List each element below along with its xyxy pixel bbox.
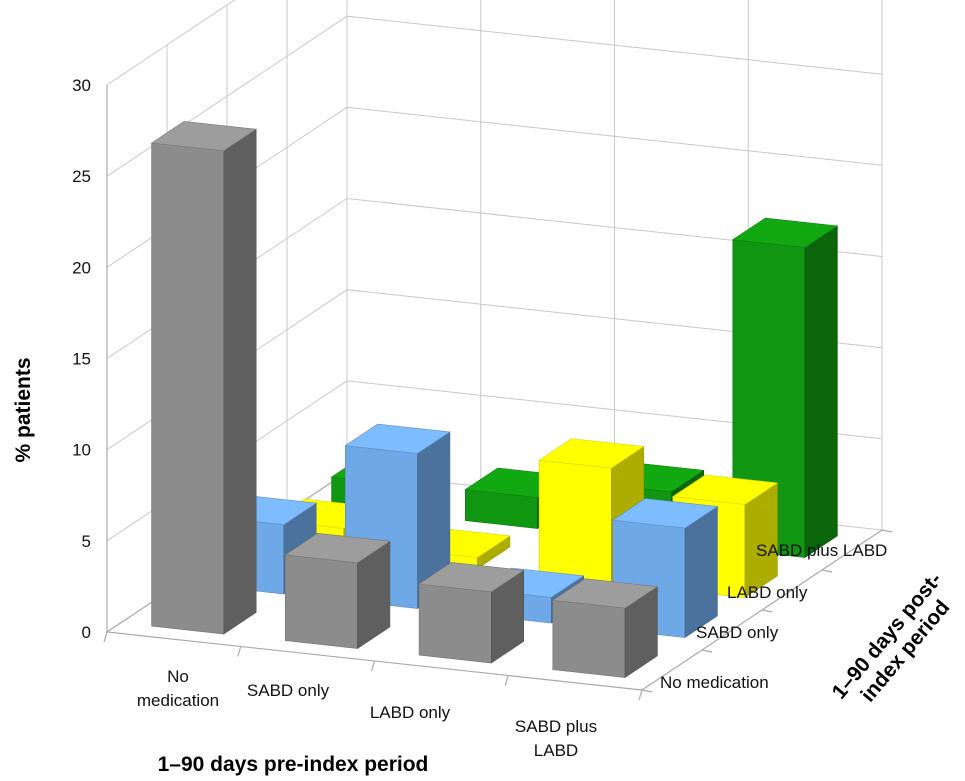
bar-front: [418, 583, 492, 664]
y-tick-label: 0: [82, 623, 91, 642]
depth-axis-title: 1–90 days post-index period: [828, 568, 965, 719]
bar-top: [344, 423, 451, 454]
bar-top: [671, 474, 779, 505]
bar: [284, 532, 391, 650]
bars: [150, 121, 839, 679]
bar-front: [538, 459, 612, 584]
bar-front: [284, 554, 358, 649]
y-tick-labels: 0 5 10 15 20 25 30: [72, 76, 91, 642]
y-tick-label: 20: [72, 258, 91, 277]
bar: [551, 578, 659, 679]
x-category-label: SABD plus LABD: [515, 717, 597, 760]
bar: [150, 121, 258, 635]
x-tick: [638, 689, 643, 701]
z-tick: [821, 569, 833, 573]
depth-category-label: LABD only: [727, 583, 808, 602]
x-tick: [237, 646, 242, 657]
x-category-label: No medication: [137, 667, 219, 710]
depth-category-label: SABD plus LABD: [756, 541, 887, 560]
bar: [418, 562, 525, 664]
x-tick: [504, 675, 509, 686]
bar-top: [731, 217, 839, 248]
x-axis-title: 1–90 days pre-index period: [158, 753, 429, 776]
x-tick: [370, 660, 376, 672]
bar: [731, 217, 839, 559]
bar-side: [684, 505, 718, 639]
z-tick: [641, 689, 653, 693]
bar-top: [284, 532, 391, 564]
z-tick: [881, 529, 893, 533]
bar-front: [151, 142, 225, 635]
x-category-label: SABD only: [247, 681, 330, 700]
depth-category-labels: No medication SABD only LABD only SABD plus…: [660, 541, 887, 692]
z-tick: [701, 649, 713, 653]
bar-side: [804, 225, 838, 559]
bar-top: [611, 498, 719, 529]
bar-side: [223, 128, 257, 635]
bar-top: [538, 438, 645, 469]
depth-category-label: SABD only: [696, 623, 779, 642]
x-category-label: LABD only: [370, 703, 451, 722]
bar-top: [418, 562, 525, 593]
z-tick: [761, 609, 773, 613]
gridline: [106, 0, 236, 86]
depth-category-label: No medication: [660, 673, 769, 692]
x-category-labels: No medication SABD only LABD only SABD plus L…: [137, 667, 597, 760]
y-tick-label: 5: [82, 532, 91, 551]
y-tick-label: 25: [72, 167, 91, 186]
x-tick: [103, 631, 108, 643]
y-axis-title: % patients: [12, 357, 35, 462]
y-tick-label: 30: [72, 76, 91, 95]
bar-top: [150, 121, 258, 152]
bar-front: [552, 599, 626, 678]
y-tick-label: 15: [72, 350, 91, 369]
bar-top: [551, 578, 659, 609]
y-tick-label: 10: [72, 441, 91, 460]
